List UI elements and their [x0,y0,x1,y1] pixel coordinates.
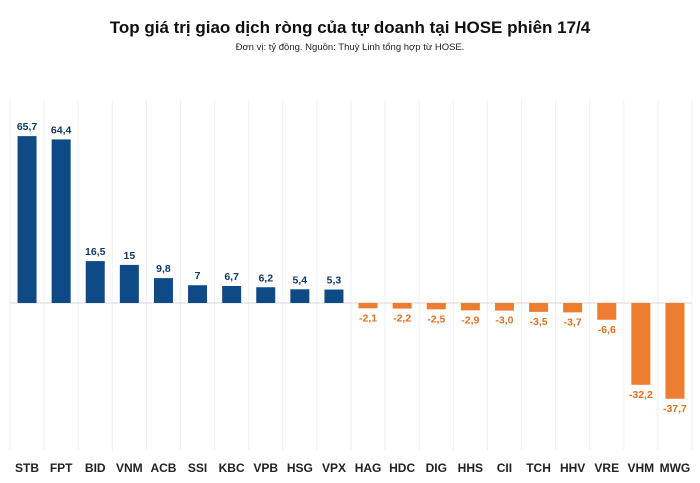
chart-title: Top giá trị giao dịch ròng của tự doanh … [109,18,591,37]
value-label: -2,5 [427,313,445,325]
category-label: FPT [50,461,73,475]
value-label: -3,7 [564,316,582,328]
value-label: -2,9 [461,314,479,326]
bar-ssi [188,285,208,303]
category-label: TCH [526,461,551,475]
bar-dig [426,303,446,310]
value-label: -37,7 [663,403,687,415]
category-label: SSI [188,461,207,475]
category-labels-group: STB FPT BID VNM ACB SSI KBC VPB HSG VPX HAG HDC DIG H… [15,461,690,475]
bar-vhm [631,303,651,385]
category-label: HDC [389,461,415,475]
bar-hdc [392,303,412,309]
chart-subtitle: Đơn vị: tỷ đồng. Nguồn: Thuỳ Linh tổng h… [235,42,465,53]
value-label: -32,2 [629,389,653,401]
category-label: DIG [426,461,447,475]
bar-acb [153,278,173,303]
bar-tch [529,303,549,312]
category-label: KBC [219,461,245,475]
value-label: -3,5 [530,316,548,328]
category-label: HHV [560,461,585,475]
value-label: -3,0 [495,315,513,327]
category-label: STB [15,461,39,475]
value-label: -6,6 [598,324,616,336]
bar-stb [17,136,37,303]
bar-kbc [222,285,242,303]
category-label: VNM [116,461,143,475]
category-label: VHM [628,461,655,475]
bar-cii [494,303,514,311]
value-label: 5,3 [327,275,342,287]
value-label: 7 [195,270,201,282]
category-label: VPB [253,461,278,475]
category-label: HAG [355,461,382,475]
category-label: ACB [150,461,176,475]
value-label: -2,1 [359,312,377,324]
value-label: -2,2 [393,313,411,325]
bar-vnm [119,264,139,303]
bar-fpt [51,139,71,303]
bar-bid [85,261,105,303]
category-label: HSG [287,461,313,475]
bar-vpb [256,287,276,303]
category-label: VRE [594,461,619,475]
value-label: 16,5 [85,246,106,258]
bar-vpx [324,289,344,303]
bar-hhv [563,303,583,313]
value-label: 6,7 [224,271,239,283]
value-label: 5,4 [293,274,308,286]
bar-vre [597,303,617,320]
category-label: BID [85,461,106,475]
value-label: 6,2 [258,272,273,284]
category-label: MWG [660,461,691,475]
bar-hhs [460,303,480,311]
value-label: 15 [124,250,136,262]
bars-group [17,136,685,399]
bar-hsg [290,289,310,303]
bar-hag [358,303,378,309]
value-labels-group: 65,7 64,4 16,5 15 9,8 7 6,7 6,2 5,4 5,3 -2,1 -2,2 -2… [17,121,687,415]
category-label: CII [497,461,512,475]
vertical-gridlines [9,100,693,450]
category-label: HHS [458,461,483,475]
value-label: 64,4 [51,124,72,136]
value-label: 65,7 [17,121,38,133]
bar-mwg [665,303,685,399]
category-label: VPX [322,461,346,475]
value-label: 9,8 [156,263,171,275]
